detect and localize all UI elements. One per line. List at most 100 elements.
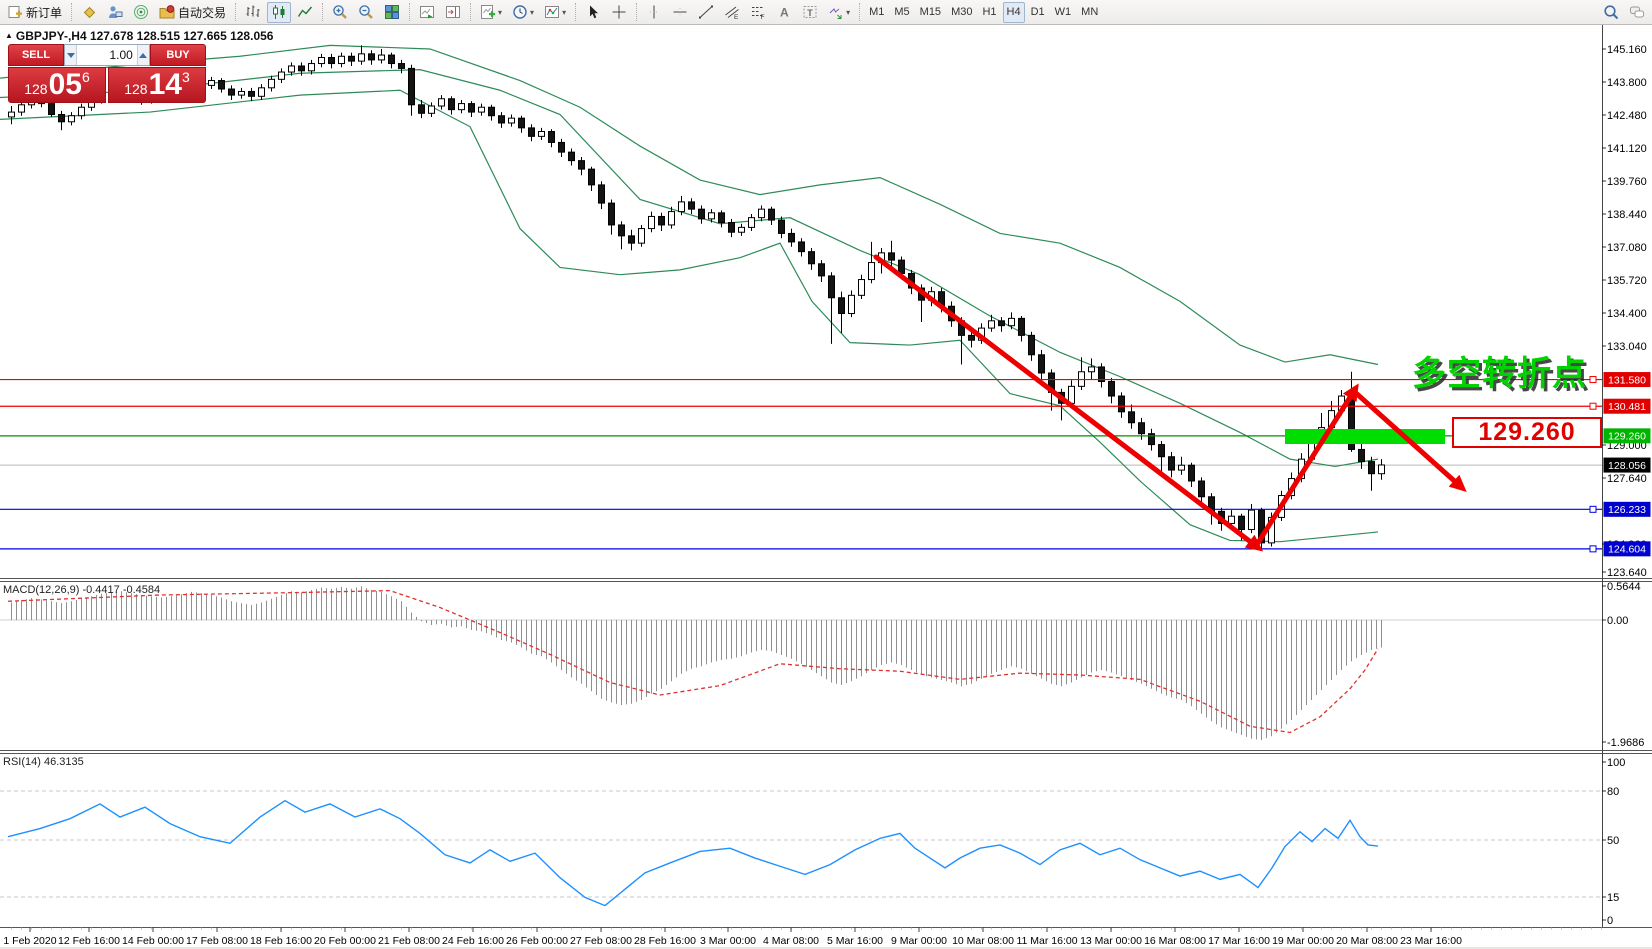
- trendline-button[interactable]: [694, 2, 718, 23]
- time-label: 12 Feb 16:00: [58, 935, 120, 947]
- zoom-in-button[interactable]: [328, 2, 352, 23]
- bars-icon: [246, 5, 260, 17]
- time-label: 23 Mar 16:00: [1400, 935, 1462, 947]
- svg-text:15: 15: [1607, 892, 1619, 904]
- clock-icon: [513, 5, 527, 19]
- svg-text:134.400: 134.400: [1607, 308, 1647, 320]
- zoom-out-button[interactable]: [354, 2, 378, 23]
- bollinger-middle: [0, 69, 1379, 468]
- candles-icon: [273, 5, 285, 19]
- tf-m30-button[interactable]: M30: [951, 6, 973, 18]
- auto-scroll-button[interactable]: [415, 2, 439, 23]
- svg-text:139.760: 139.760: [1607, 176, 1647, 188]
- sell-price[interactable]: 128 05 6: [8, 67, 106, 103]
- time-label: 19 Mar 00:00: [1272, 935, 1334, 947]
- buy-price[interactable]: 128 14 3: [108, 67, 206, 103]
- annotation-turning-point[interactable]: 多空转折点: [1412, 354, 1587, 394]
- time-label: 3 Mar 00:00: [700, 935, 756, 947]
- svg-text:80: 80: [1607, 786, 1619, 798]
- time-label: 17 Feb 08:00: [186, 935, 248, 947]
- line-handle[interactable]: [1589, 376, 1597, 384]
- tf-w1-button[interactable]: W1: [1054, 6, 1072, 18]
- cursor-icon: [590, 5, 599, 19]
- tf-h4-button[interactable]: H4: [1002, 1, 1025, 23]
- trendline-icon: [699, 5, 714, 19]
- svg-text:131.580: 131.580: [1608, 374, 1646, 386]
- line-chart-button[interactable]: [293, 2, 317, 23]
- chevron-down-icon: [66, 52, 75, 58]
- rsi-indicator-label: RSI(14) 46.3135: [3, 756, 84, 768]
- svg-text:142.480: 142.480: [1607, 110, 1647, 122]
- profiles-button[interactable]: ▾: [508, 2, 538, 23]
- svg-text:100: 100: [1607, 757, 1625, 769]
- community-button[interactable]: [103, 2, 127, 23]
- signals-button[interactable]: [129, 2, 153, 23]
- tf-h1-button[interactable]: H1: [982, 6, 997, 18]
- text-label-button[interactable]: T: [798, 2, 822, 23]
- price-tag: 126.233: [1603, 501, 1651, 517]
- textT-icon: T: [803, 6, 817, 18]
- line-handle[interactable]: [1589, 545, 1597, 553]
- horizontal-lines: [0, 376, 1602, 553]
- channel-button[interactable]: E: [720, 2, 744, 23]
- time-label: 16 Mar 08:00: [1144, 935, 1206, 947]
- svg-text:141.120: 141.120: [1607, 143, 1647, 155]
- hline-icon: [673, 8, 687, 16]
- indicators-button[interactable]: ▾: [540, 2, 570, 23]
- candle-chart-button[interactable]: [267, 1, 292, 23]
- buy-button[interactable]: BUY: [150, 44, 206, 66]
- highlight-zone[interactable]: [1285, 429, 1445, 444]
- autotrade-button[interactable]: 自动交易: [155, 2, 230, 23]
- new-order-button[interactable]: 新订单: [3, 2, 66, 23]
- buy-price-prefix: 128: [124, 81, 148, 97]
- chevron-up-icon: [139, 52, 148, 58]
- sound-alert-button[interactable]: [77, 2, 101, 23]
- crosshair-button[interactable]: [607, 2, 631, 23]
- svg-text:T: T: [807, 8, 813, 18]
- svg-text:123.640: 123.640: [1607, 567, 1647, 579]
- time-label: 4 Mar 08:00: [763, 935, 819, 947]
- search-button[interactable]: [1599, 2, 1623, 23]
- volume-input[interactable]: [77, 45, 137, 65]
- tf-mn-button[interactable]: MN: [1081, 6, 1099, 18]
- signal-icon: [134, 5, 149, 19]
- tf-m5-button[interactable]: M5: [894, 6, 910, 18]
- fibonacci-button[interactable]: F: [746, 2, 770, 23]
- sell-button[interactable]: SELL: [8, 44, 64, 66]
- line-handle[interactable]: [1589, 402, 1597, 410]
- horizontal-line-button[interactable]: [668, 2, 692, 23]
- time-label: 13 Mar 00:00: [1080, 935, 1142, 947]
- line-handle[interactable]: [1589, 505, 1597, 513]
- chart-shift-button[interactable]: [441, 2, 465, 23]
- buy-price-big: 14: [148, 68, 182, 101]
- svg-text:-1.9686: -1.9686: [1607, 737, 1644, 749]
- time-label: 26 Feb 00:00: [506, 935, 568, 947]
- volume-increase-button[interactable]: [136, 45, 149, 65]
- price-callout-label[interactable]: 129.260: [1452, 417, 1602, 448]
- trend-arrows[interactable]: [873, 254, 1467, 552]
- svg-text:124.604: 124.604: [1608, 544, 1646, 556]
- tf-d1-button[interactable]: D1: [1030, 6, 1045, 18]
- textA-icon: A: [780, 6, 789, 20]
- volume-decrease-button[interactable]: [65, 45, 78, 65]
- cursor-button[interactable]: [581, 2, 605, 23]
- tf-m15-button[interactable]: M15: [919, 6, 942, 18]
- indicator-icon: [545, 6, 560, 18]
- chat-button[interactable]: [1625, 2, 1649, 23]
- vertical-line-button[interactable]: [642, 2, 666, 23]
- text-button[interactable]: A: [772, 2, 796, 23]
- diamond-icon: [83, 6, 96, 19]
- svg-text:128.056: 128.056: [1608, 460, 1646, 472]
- autotrade-icon: [159, 5, 175, 19]
- arrows-button[interactable]: ▾: [824, 2, 854, 23]
- macd-signal-line: [7, 589, 1379, 734]
- toolbar: 新订单 自动交易 ▾ ▾ ▾ E F A T ▾ M1 M5 M15 M30 H1 H4 D1 W1 MN: [0, 0, 1652, 25]
- tile-windows-button[interactable]: [380, 2, 404, 23]
- time-axis: 1 Feb 2020 12 Feb 16:00 14 Feb 00:00 17 Feb…: [3, 927, 1602, 947]
- svg-text:0: 0: [1607, 915, 1613, 927]
- new-chart-button[interactable]: ▾: [476, 2, 506, 23]
- bar-chart-button[interactable]: [241, 2, 265, 23]
- tf-m1-button[interactable]: M1: [869, 6, 885, 18]
- price-tag: 128.056: [1603, 457, 1651, 473]
